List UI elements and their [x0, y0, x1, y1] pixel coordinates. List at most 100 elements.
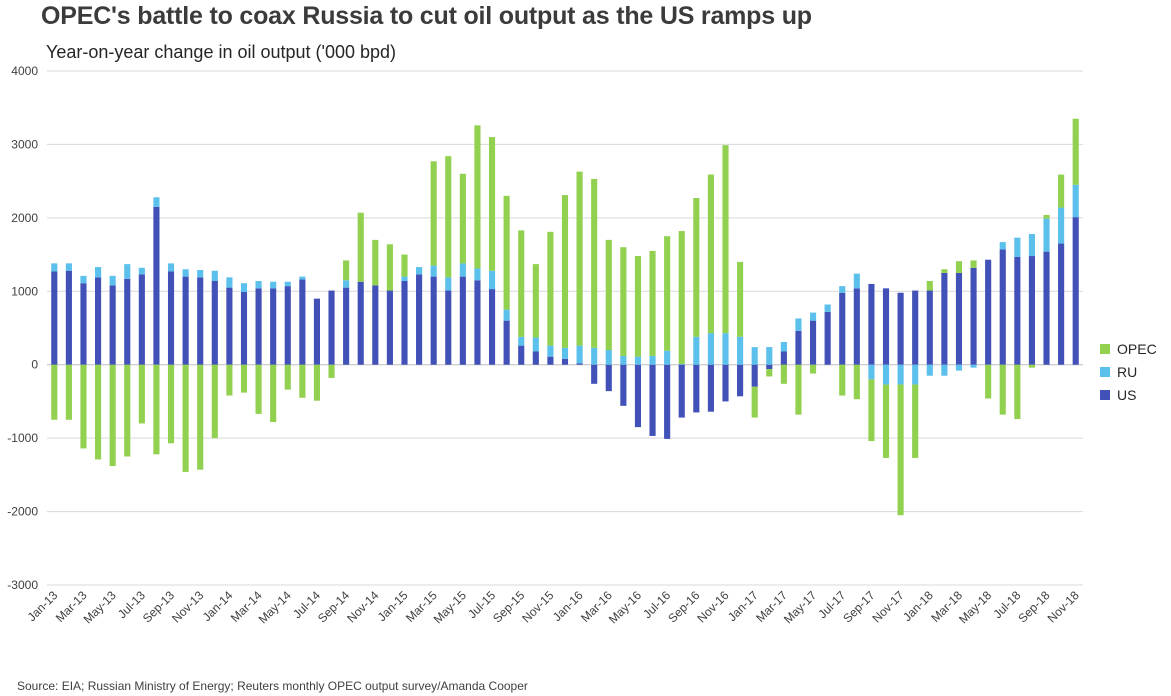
x-tick-label: Sep-13 [140, 588, 177, 625]
bar-us [313, 298, 321, 365]
bar-ru [970, 364, 977, 368]
bar-opec [737, 261, 744, 337]
bar-ru [153, 197, 160, 207]
bar-us [255, 288, 262, 365]
bar-opec [284, 364, 291, 390]
bar-ru [809, 312, 817, 321]
bar-opec [547, 231, 554, 346]
bar-opec [357, 212, 364, 282]
bar-opec [95, 364, 102, 460]
bar-opec [766, 369, 773, 377]
bar-opec [868, 379, 875, 442]
bar-ru [591, 347, 598, 365]
y-tick-label: 0 [31, 358, 38, 372]
bar-opec [780, 364, 787, 384]
x-tick-label: May-16 [606, 588, 644, 626]
bar-us [211, 281, 218, 365]
legend: OPEC RU US [1100, 337, 1157, 406]
bar-ru [211, 270, 218, 282]
bar-ru [882, 364, 890, 385]
bar-us [547, 356, 554, 365]
bar-ru [561, 347, 569, 359]
bar-ru [1028, 234, 1035, 257]
x-tick-label: Nov-16 [694, 588, 731, 625]
bar-opec [912, 384, 919, 458]
bar-us [897, 292, 904, 365]
bar-ru [226, 277, 233, 288]
legend-label-us: US [1117, 386, 1137, 403]
chart-subtitle: Year-on-year change in oil output ('000 … [46, 42, 397, 62]
bar-ru [197, 269, 204, 278]
bar-opec [167, 364, 175, 444]
legend-swatch-ru [1100, 366, 1110, 377]
bar-us [124, 278, 131, 365]
bar-us [357, 281, 364, 365]
x-axis-ticks: Jan-13Mar-13May-13Jul-13Sep-13Nov-13Jan-… [25, 588, 1082, 626]
bar-us [634, 364, 642, 428]
bar-us [299, 279, 306, 365]
bar-us [955, 272, 963, 365]
bar-opec [620, 247, 627, 356]
bar-us [386, 290, 393, 365]
bar-opec [401, 254, 408, 277]
bar-opec [649, 250, 656, 356]
bar-us [138, 274, 145, 365]
bar-opec [255, 364, 262, 414]
bar-opec [955, 261, 963, 273]
bar-us [926, 290, 933, 365]
y-axis-ticks: -3000 -2000 -1000 0 1000 2000 3000 4000 [7, 64, 38, 592]
bar-ru [1058, 207, 1065, 244]
bar-us [707, 364, 714, 412]
y-tick-label: 2000 [11, 211, 38, 225]
bar-us [912, 290, 919, 365]
bar-ru [634, 356, 642, 365]
bar-us [868, 283, 875, 365]
bar-ru [240, 283, 248, 293]
bar-opec [678, 231, 685, 364]
bar-opec [503, 195, 510, 310]
bar-us [488, 289, 496, 365]
x-tick-label: May-14 [256, 588, 294, 626]
bar-opec [882, 384, 890, 458]
bar-opec [722, 145, 729, 334]
y-tick-label: 4000 [11, 64, 38, 78]
bar-opec [488, 137, 496, 271]
bar-us [445, 290, 452, 365]
bar-opec [343, 260, 350, 281]
x-tick-label: Sep-17 [840, 588, 877, 625]
bar-opec [153, 364, 160, 455]
bar-ru [707, 333, 714, 365]
bar-ru [605, 350, 612, 365]
bar-opec [561, 195, 569, 348]
x-tick-label: Nov-13 [169, 588, 206, 625]
bar-us [65, 270, 72, 365]
bar-ru [678, 363, 685, 365]
bar-opec [386, 244, 393, 291]
x-tick-label: May-15 [431, 588, 469, 626]
bar-ru [664, 350, 671, 365]
bar-ru [795, 318, 802, 331]
bar-us [1028, 256, 1035, 365]
bar-opec [839, 364, 846, 396]
bar-ru [445, 277, 452, 291]
bar-us [51, 271, 58, 365]
bar-ru [620, 355, 627, 365]
bar-us [591, 364, 598, 384]
bar-ru [503, 309, 510, 321]
bar-opec [897, 384, 904, 516]
bar-ru [138, 267, 145, 275]
bar-opec [459, 173, 466, 264]
bar-us [1043, 251, 1050, 365]
y-tick-label: -1000 [7, 431, 38, 445]
bar-ru [941, 364, 948, 376]
bar-ru [65, 263, 72, 271]
bar-ru [912, 364, 919, 385]
bar-ru [1072, 184, 1079, 218]
bar-opec [197, 364, 204, 470]
legend-label-ru: RU [1117, 363, 1138, 380]
bar-us [722, 364, 729, 402]
bar-opec [328, 364, 335, 378]
bar-us [693, 364, 700, 413]
bar-us [780, 351, 787, 365]
